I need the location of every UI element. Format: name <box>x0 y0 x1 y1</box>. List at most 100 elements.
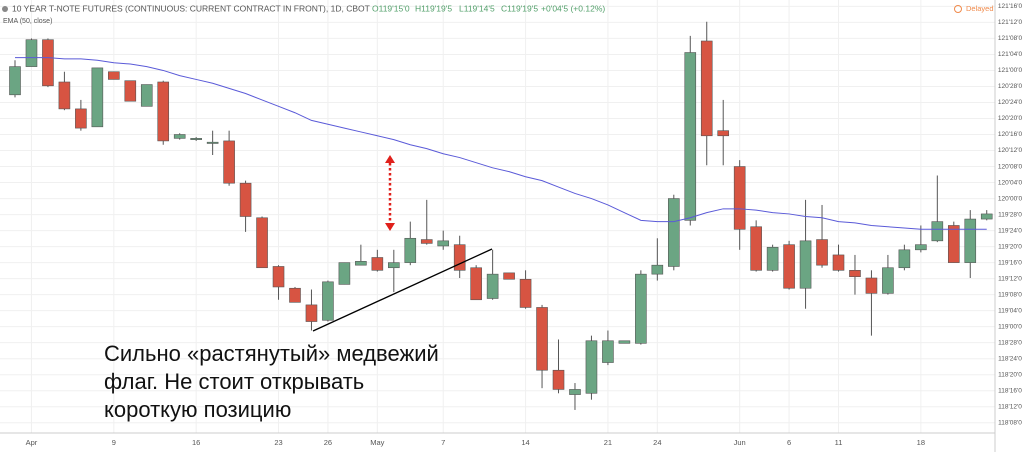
candle-body <box>816 239 828 266</box>
y-tick-label: 118'16'0 <box>998 387 1022 394</box>
candle-body <box>700 40 713 137</box>
candle-body <box>420 239 433 244</box>
candle-body <box>453 244 466 271</box>
candle-body <box>190 138 202 140</box>
candle-body <box>552 369 565 390</box>
y-tick-label: 119'16'0 <box>998 259 1022 266</box>
candle-body <box>272 266 285 288</box>
candle-body <box>289 287 301 303</box>
candle-body <box>355 261 367 266</box>
y-tick-label: 119'04'0 <box>998 307 1022 314</box>
candle-body <box>618 340 631 344</box>
ohlc-open: O119'15'0 <box>372 3 410 13</box>
candle-body <box>371 257 384 271</box>
candle-body <box>486 273 499 299</box>
annotation-line: короткую позицию <box>104 397 291 422</box>
y-tick-label: 120'16'0 <box>998 131 1023 138</box>
marks <box>9 21 993 410</box>
x-tick-label: 6 <box>787 438 791 447</box>
candle-body <box>799 240 812 289</box>
candle-body <box>882 267 894 294</box>
candle-body <box>733 166 746 230</box>
x-tick-label: Apr <box>26 438 38 447</box>
y-tick-label: 118'12'0 <box>998 403 1022 410</box>
candle-body <box>980 213 993 220</box>
x-tick-label: May <box>370 438 384 447</box>
candle-body <box>602 340 614 363</box>
x-tick-label: 26 <box>324 438 332 447</box>
y-tick-label: 118'20'0 <box>998 371 1022 378</box>
candle-body <box>404 237 417 263</box>
candle-body <box>58 81 71 110</box>
ohlc-low: L119'14'5 <box>459 3 495 13</box>
ohlc-change: +0'04'5 (+0.12%) <box>541 3 605 13</box>
candle-body <box>173 134 186 139</box>
candle-body <box>569 389 581 395</box>
y-tick-label: 119'08'0 <box>998 291 1022 298</box>
candle-body <box>635 273 647 344</box>
status: Delayed <box>966 4 994 13</box>
y-tick-label: 119'20'0 <box>998 243 1022 250</box>
symbol-icon <box>2 6 8 12</box>
candle-body <box>667 198 680 267</box>
y-tick-label: 121'00'0 <box>998 67 1023 74</box>
candle-body <box>585 340 598 394</box>
candle-body <box>388 262 400 269</box>
candle-body <box>766 246 779 271</box>
ohlc-high: H119'19'5 <box>415 3 452 13</box>
candle-body <box>470 267 482 301</box>
x-tick-label: 18 <box>917 438 925 447</box>
candle-body <box>964 218 977 263</box>
candle-body <box>206 141 219 144</box>
candle-body <box>898 249 911 269</box>
y-tick-label: 118'28'0 <box>998 339 1022 346</box>
candle-body <box>42 39 54 87</box>
candle-body <box>684 52 697 221</box>
y-tick-label: 120'04'0 <box>998 179 1023 186</box>
x-tick-label: 9 <box>112 438 116 447</box>
y-tick-label: 121'16'0 <box>998 3 1023 10</box>
candle-body <box>865 277 878 294</box>
candle-body <box>717 130 730 137</box>
x-tick-label: 16 <box>192 438 200 447</box>
y-tick-label: 120'08'0 <box>998 163 1023 170</box>
candle-body <box>140 84 153 107</box>
y-tick-label: 121'08'0 <box>998 35 1023 42</box>
candle-body <box>124 80 137 102</box>
x-tick-label: 21 <box>604 438 612 447</box>
candle-body <box>305 304 318 322</box>
labels: 10 YEAR T-NOTE FUTURES (CONTINUOUS: CURR… <box>2 3 994 422</box>
x-tick-label: Jun <box>734 438 746 447</box>
y-tick-label: 118'08'0 <box>998 419 1022 426</box>
candle-body <box>503 272 515 280</box>
candle-body <box>947 225 960 263</box>
y-tick-label: 121'04'0 <box>998 51 1023 58</box>
candle-body <box>9 66 21 96</box>
candle-body <box>75 108 87 129</box>
candle-body <box>223 140 235 184</box>
candle-body <box>915 244 927 251</box>
annotation-line: флаг. Не стоит открывать <box>104 369 364 394</box>
y-tick-label: 119'24'0 <box>998 227 1022 234</box>
candle-body <box>651 264 664 275</box>
candle-body <box>25 39 38 67</box>
candle-body <box>849 270 861 278</box>
y-tick-label: 120'12'0 <box>998 147 1023 154</box>
x-tick-label: 7 <box>441 438 445 447</box>
x-tick-label: 14 <box>521 438 529 447</box>
y-tick-label: 121'12'0 <box>998 19 1023 26</box>
y-tick-label: 119'12'0 <box>998 275 1022 282</box>
chart-title: 10 YEAR T-NOTE FUTURES (CONTINUOUS: CURR… <box>12 3 370 13</box>
candle-body <box>322 281 334 321</box>
candle-body <box>239 182 252 217</box>
x-tick-label: 24 <box>653 438 661 447</box>
trend-line <box>312 248 493 332</box>
candle-body <box>750 226 762 271</box>
candle-body <box>256 217 268 269</box>
x-tick-label: 11 <box>835 438 843 447</box>
indicator-label: EMA (50, close) <box>3 18 52 25</box>
arrow-heads <box>385 155 395 231</box>
candle-body <box>519 278 532 308</box>
annotation-line: Сильно «растянутый» медвежий <box>104 341 439 366</box>
candle-body <box>338 262 351 285</box>
